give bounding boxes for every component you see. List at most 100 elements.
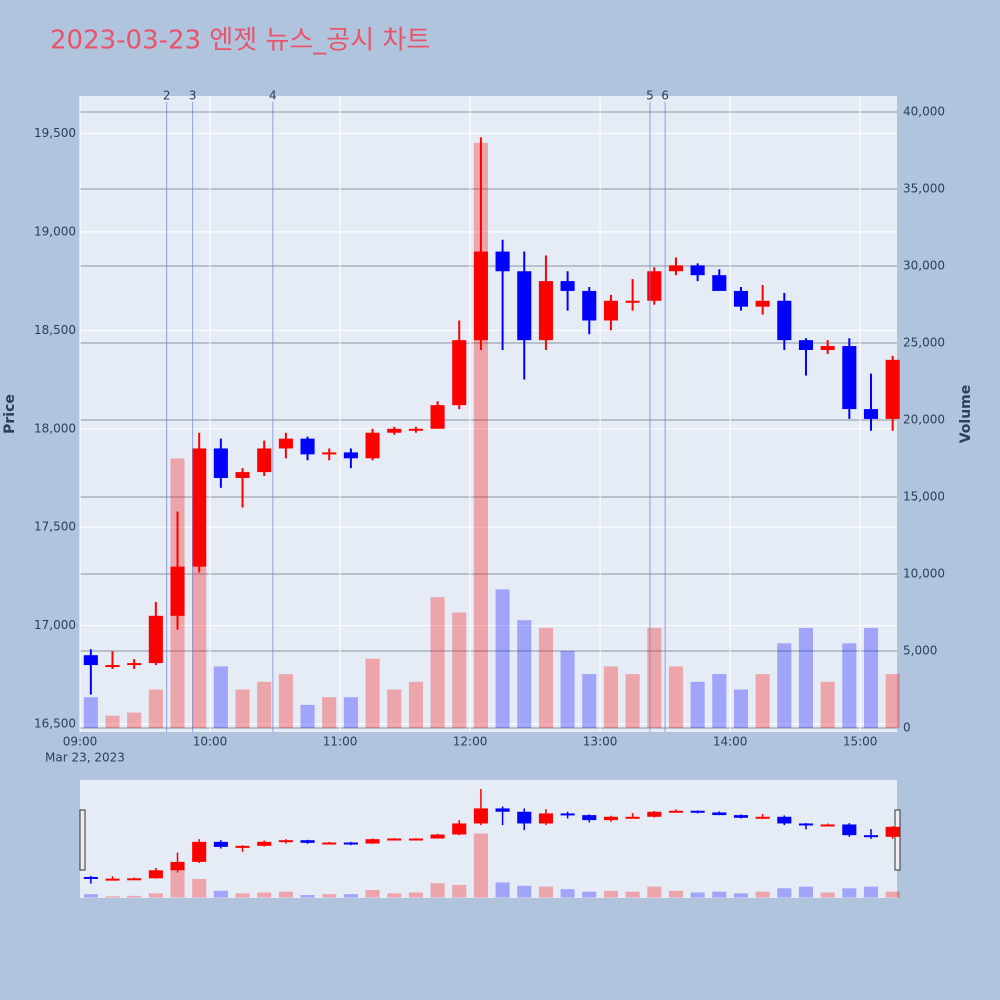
y-tick-label: 16,500	[34, 717, 76, 731]
y-axis-title: Price	[2, 394, 18, 434]
slider-volume-bar	[820, 892, 835, 898]
slider-volume-bar	[322, 894, 337, 898]
volume-bar	[83, 697, 98, 728]
candle-body	[495, 251, 510, 272]
slider-candle-body	[603, 816, 618, 821]
slider-volume-bar	[755, 891, 770, 898]
volume-bar	[408, 681, 423, 728]
volume-bar	[755, 674, 770, 728]
slider-candle-body	[430, 834, 445, 839]
y-tick-label: 17,000	[34, 618, 76, 632]
candle-body	[755, 300, 770, 307]
event-label: 5	[646, 89, 654, 103]
slider-volume-bar	[560, 889, 575, 898]
candle-body	[365, 432, 380, 459]
slider-candle-body	[668, 810, 683, 813]
slider-volume-bar	[127, 895, 142, 898]
volume-bar	[192, 558, 207, 728]
volume-bar	[430, 597, 445, 728]
slider-volume-bar	[582, 891, 597, 898]
volume-bar	[322, 697, 337, 728]
volume-bar	[842, 643, 857, 728]
slider-volume-bar	[473, 833, 488, 898]
slider-volume-bar	[690, 892, 705, 898]
slider-volume-bar	[257, 892, 272, 898]
candle-body	[842, 346, 857, 410]
slider-volume-bar	[387, 893, 402, 898]
candle-body	[452, 340, 467, 406]
candle-body	[105, 665, 120, 668]
x-tick-label: 13:00	[583, 735, 618, 749]
candle-body	[235, 472, 250, 478]
range-handle[interactable]	[79, 809, 86, 871]
volume-bar	[733, 689, 749, 728]
slider-candle-body	[105, 878, 120, 881]
slider-candle-body	[127, 878, 142, 881]
slider-volume-bar	[863, 886, 879, 898]
slider-candle-body	[798, 823, 814, 826]
slider-candle-body	[517, 811, 532, 824]
volume-bar	[148, 689, 163, 728]
slider-volume-bar	[798, 886, 814, 898]
x-tick-label: 10:00	[193, 735, 228, 749]
volume-bar	[668, 666, 683, 728]
x-tick-label: 14:00	[713, 735, 748, 749]
candle-body	[257, 448, 272, 473]
slider-volume-bar	[430, 883, 445, 898]
slider-volume-bar	[343, 894, 358, 898]
volume-bar	[387, 689, 402, 728]
slider-candle-body	[452, 823, 467, 835]
y2-tick-label: 20,000	[903, 413, 945, 427]
slider-volume-bar	[452, 884, 467, 898]
slider-candle-body	[582, 815, 597, 821]
volume-bar	[820, 681, 835, 728]
range-handle[interactable]	[894, 809, 901, 871]
slider-volume-bar	[647, 886, 662, 898]
slider-candle-body	[235, 845, 250, 848]
slider-volume-bar	[408, 892, 423, 898]
candle-body	[473, 251, 488, 341]
volume-bar	[213, 666, 228, 728]
event-label: 3	[189, 89, 197, 103]
volume-bar	[343, 697, 358, 728]
y2-tick-label: 5,000	[903, 643, 937, 657]
range-slider[interactable]	[80, 780, 897, 898]
slider-candle-body	[257, 841, 272, 846]
slider-volume-bar	[777, 888, 792, 898]
slider-volume-bar	[213, 890, 228, 898]
event-label: 6	[661, 89, 669, 103]
y2-tick-label: 15,000	[903, 490, 945, 504]
candle-body	[668, 265, 683, 272]
volume-bar	[257, 681, 272, 728]
slider-volume-bar	[278, 891, 293, 898]
volume-bar	[365, 658, 380, 728]
y2-tick-label: 30,000	[903, 259, 945, 273]
candle-body	[798, 340, 814, 351]
volume-bar	[582, 674, 597, 728]
volume-bar	[538, 627, 553, 728]
candle-body	[322, 452, 337, 455]
y2-tick-label: 25,000	[903, 336, 945, 350]
candle-body	[538, 281, 553, 341]
volume-bar	[777, 643, 792, 728]
slider-volume-bar	[885, 891, 900, 898]
slider-volume-bar	[365, 889, 380, 898]
slider-candle-body	[712, 812, 727, 816]
volume-bar	[712, 674, 727, 728]
x-tick-label: 15:00	[843, 735, 878, 749]
slider-candle-body	[690, 810, 705, 813]
slider-candle-body	[755, 816, 770, 819]
slider-candle-body	[495, 808, 510, 812]
slider-candle-body	[560, 813, 575, 816]
y2-tick-label: 10,000	[903, 567, 945, 581]
candle-body	[820, 346, 835, 351]
slider-volume-bar	[148, 893, 163, 898]
candle-body	[148, 615, 163, 664]
candle-body	[647, 271, 662, 301]
slider-candle-body	[733, 815, 749, 818]
volume-bar	[690, 681, 705, 728]
candle-body	[430, 405, 445, 429]
candle-body	[777, 300, 792, 341]
slider-candle-body	[820, 824, 835, 827]
